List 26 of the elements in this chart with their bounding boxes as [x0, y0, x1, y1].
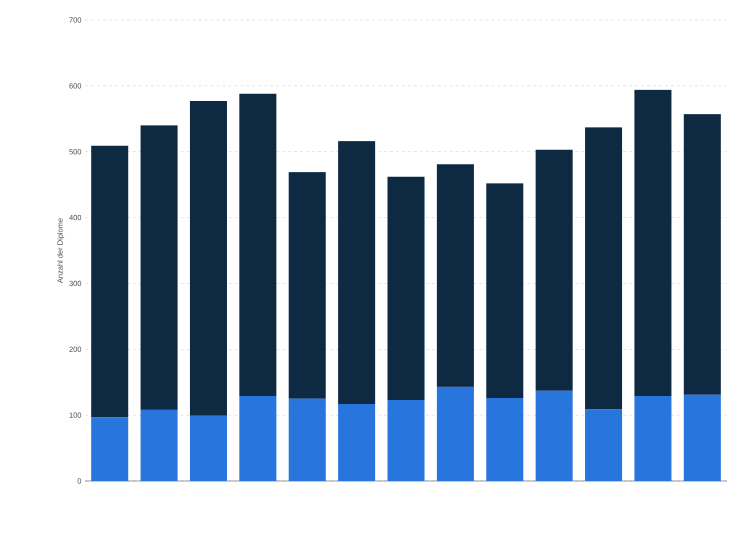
bar	[486, 398, 524, 481]
bar	[436, 164, 474, 387]
bar	[288, 172, 326, 399]
bar	[387, 400, 425, 481]
bar	[684, 114, 721, 395]
bar	[387, 176, 425, 400]
bar	[190, 416, 227, 481]
bar	[91, 417, 128, 481]
bar	[239, 94, 276, 396]
bar	[585, 127, 622, 410]
bar	[436, 386, 474, 481]
bar	[91, 146, 128, 418]
bar	[634, 90, 672, 396]
bar	[634, 396, 672, 481]
bar	[338, 141, 376, 404]
bar	[190, 101, 227, 416]
bar	[140, 410, 178, 481]
bar	[585, 409, 622, 481]
bar	[288, 398, 326, 481]
bar	[239, 396, 276, 481]
bar	[536, 390, 573, 481]
bar	[684, 394, 721, 481]
bar	[486, 183, 524, 398]
bar	[338, 404, 376, 481]
bar	[536, 150, 573, 391]
bar	[140, 125, 178, 410]
